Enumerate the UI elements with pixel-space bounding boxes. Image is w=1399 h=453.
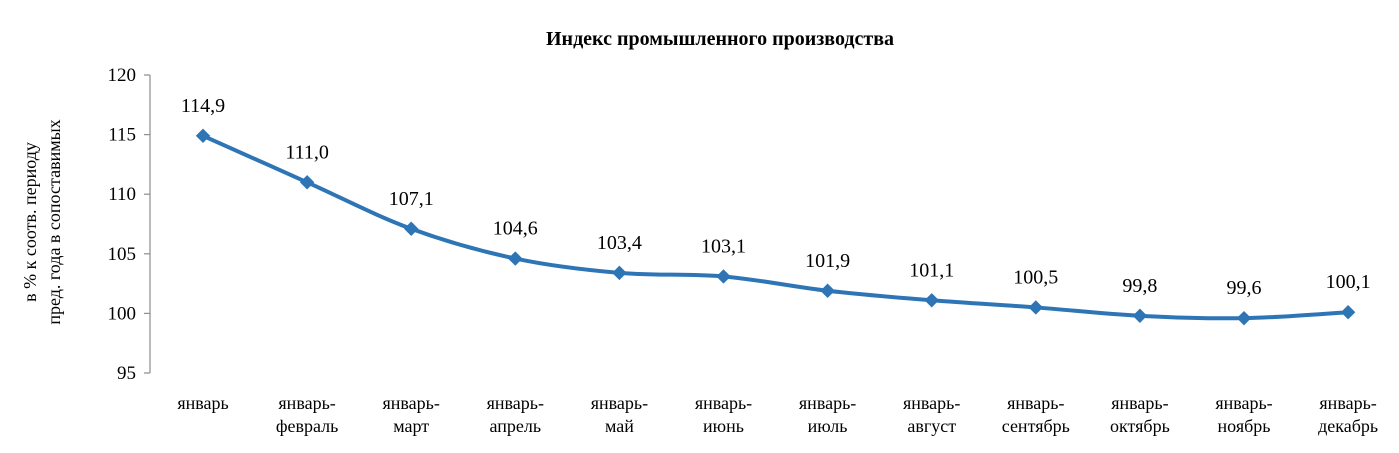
x-tick-label: январь-ноябрь xyxy=(1215,393,1272,436)
series-line xyxy=(201,133,1351,321)
data-label: 100,5 xyxy=(1013,266,1058,288)
data-point-marker xyxy=(1236,310,1252,326)
chart-title: Индекс промышленного производства xyxy=(546,28,894,50)
y-axis-title-line-1: в % к соотв. периоду xyxy=(20,142,40,302)
y-axis-ticks: 95 100 105 110 115 120 xyxy=(108,65,150,384)
data-label: 114,9 xyxy=(181,95,225,117)
y-axis-title-line-2: пред. года в сопоставимых xyxy=(44,119,64,324)
x-tick-label: январь-июнь xyxy=(695,393,752,436)
x-tick-label: январь-август xyxy=(903,393,960,436)
data-point-marker xyxy=(195,128,211,143)
x-axis-labels: январь январь-февраль январь-март январь-ап… xyxy=(177,393,1378,436)
y-tick-label: 110 xyxy=(108,184,136,205)
x-tick-label: январь-октябрь xyxy=(1110,393,1170,436)
data-label: 100,1 xyxy=(1326,271,1371,293)
x-tick-label: январь-май xyxy=(591,393,648,436)
data-point-marker xyxy=(924,293,939,308)
y-tick-label: 115 xyxy=(108,125,136,146)
data-point-marker xyxy=(716,269,731,284)
data-point-marker xyxy=(612,265,627,281)
data-label: 99,8 xyxy=(1122,275,1157,297)
y-tick-label: 105 xyxy=(108,244,137,265)
data-point-marker xyxy=(1132,308,1148,323)
x-tick-label: январь-сентябрь xyxy=(1002,393,1070,436)
data-point-marker xyxy=(1340,305,1356,320)
x-tick-label: январь-июль xyxy=(799,393,856,436)
data-point-marker xyxy=(820,283,835,298)
series-markers xyxy=(195,128,1356,326)
data-point-marker xyxy=(1028,300,1044,315)
x-tick-label: январь xyxy=(177,393,228,413)
y-tick-label: 100 xyxy=(108,303,137,324)
data-point-marker xyxy=(299,175,315,190)
data-label: 111,0 xyxy=(285,141,329,163)
x-tick-label: январь-декабрь xyxy=(1318,393,1378,436)
data-label: 107,1 xyxy=(389,188,434,210)
y-axis-title: в % к соотв. периоду пред. года в сопост… xyxy=(20,119,64,324)
data-label: 104,6 xyxy=(493,218,538,240)
data-label: 103,1 xyxy=(701,235,746,257)
data-label: 101,9 xyxy=(805,250,850,272)
y-tick-label: 95 xyxy=(117,363,136,384)
data-label: 101,1 xyxy=(909,259,954,281)
x-tick-label: январь-март xyxy=(383,393,440,436)
data-label: 103,4 xyxy=(597,232,642,254)
y-tick-label: 120 xyxy=(108,65,137,86)
data-point-marker xyxy=(508,251,523,266)
data-label: 99,6 xyxy=(1227,277,1262,299)
x-tick-label: январь-апрель xyxy=(487,393,544,436)
data-point-marker xyxy=(403,221,419,236)
data-labels: 114,9 111,0 107,1 104,6 103,4 103,1 101,9 101,1… xyxy=(181,95,1371,299)
x-tick-label: январь-февраль xyxy=(276,393,339,436)
